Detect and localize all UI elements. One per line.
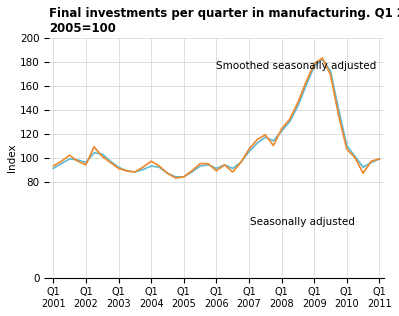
Text: Seasonally adjusted: Seasonally adjusted [250, 217, 355, 227]
Text: Final investments per quarter in manufacturing. Q1 2001-Q1 2011.
2005=100: Final investments per quarter in manufac… [49, 7, 399, 35]
Text: Smoothed seasonally adjusted: Smoothed seasonally adjusted [216, 61, 377, 71]
Y-axis label: Index: Index [7, 143, 17, 172]
